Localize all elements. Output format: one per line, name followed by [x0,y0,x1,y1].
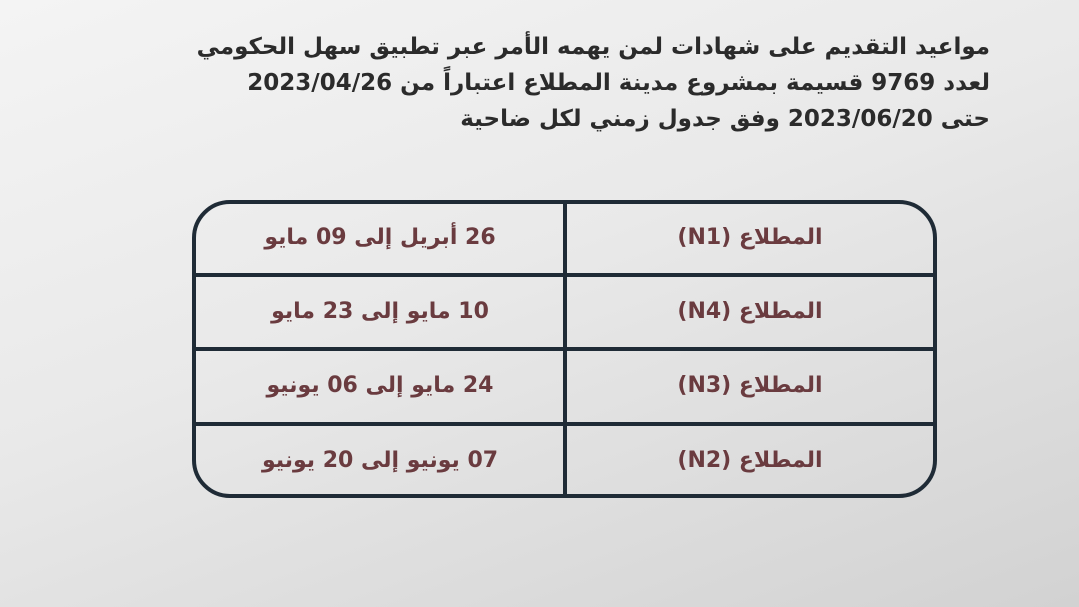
intro-line: لعدد 9769 قسيمة بمشروع مدينة المطلاع اعت… [247,70,990,96]
date-range-cell: 10 مايو إلى 23 مايو [271,299,489,324]
date-range-cell: 07 يونيو إلى 20 يونيو [261,448,499,473]
intro-line: مواعيد التقديم على شهادات لمن يهمه الأمر… [196,34,990,60]
district-cell: المطلاع (N2) [677,448,823,473]
district-cell: المطلاع (N1) [677,225,823,250]
district-cell: المطلاع (N4) [677,299,823,324]
district-cell: المطلاع (N3) [677,373,823,398]
date-range-cell: 26 أبريل إلى 09 مايو [264,225,496,250]
date-range-cell: 24 مايو إلى 06 يونيو [266,373,494,398]
intro-line: حتى 2023/06/20 وفق جدول زمني لكل ضاحية [460,106,990,132]
